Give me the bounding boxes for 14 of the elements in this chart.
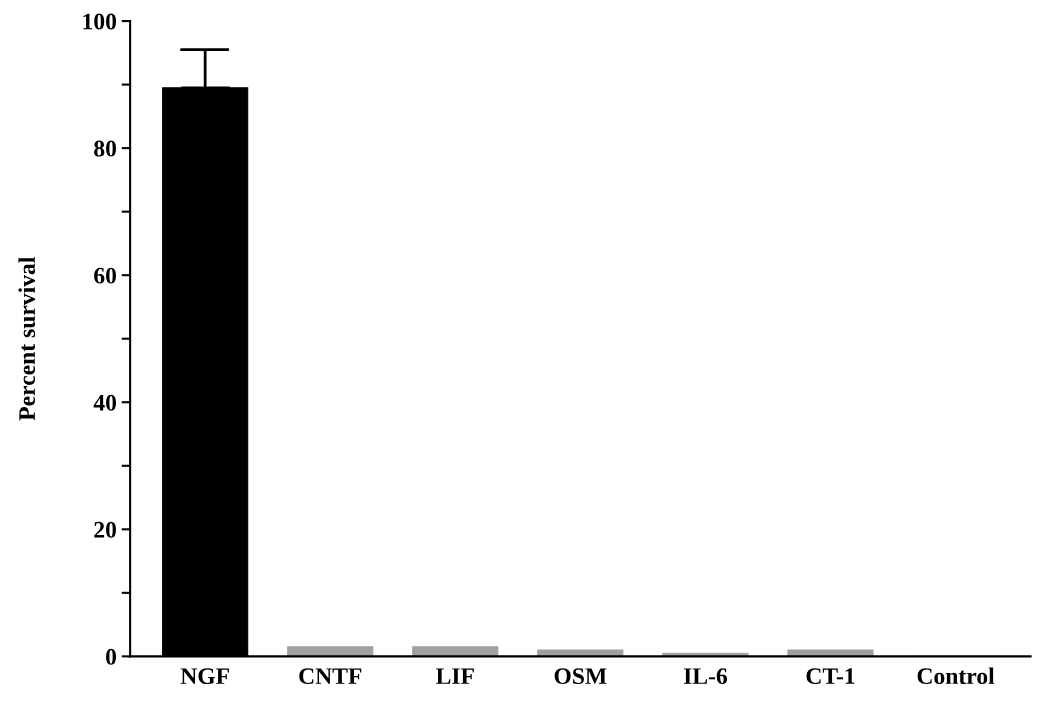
y-tick-label: 40 (93, 394, 117, 411)
x-tick-label: OSM (554, 668, 607, 685)
y-tick-label: 80 (94, 140, 117, 157)
x-tick-label: LIF (436, 668, 474, 684)
x-tick-label: Control (917, 667, 995, 685)
y-tick-label: 60 (94, 267, 117, 284)
y-tick-label: 100 (83, 13, 117, 30)
y-tick-label: 20 (94, 521, 117, 538)
x-tick-label: NGF (180, 668, 229, 685)
y-tick-label: 0 (106, 648, 117, 665)
x-tick-label: IL-6 (683, 668, 728, 685)
x-tick-label: CNTF (299, 668, 362, 685)
y-axis-title: Percent survival (18, 257, 36, 421)
x-tick-label: CT-1 (806, 668, 855, 685)
